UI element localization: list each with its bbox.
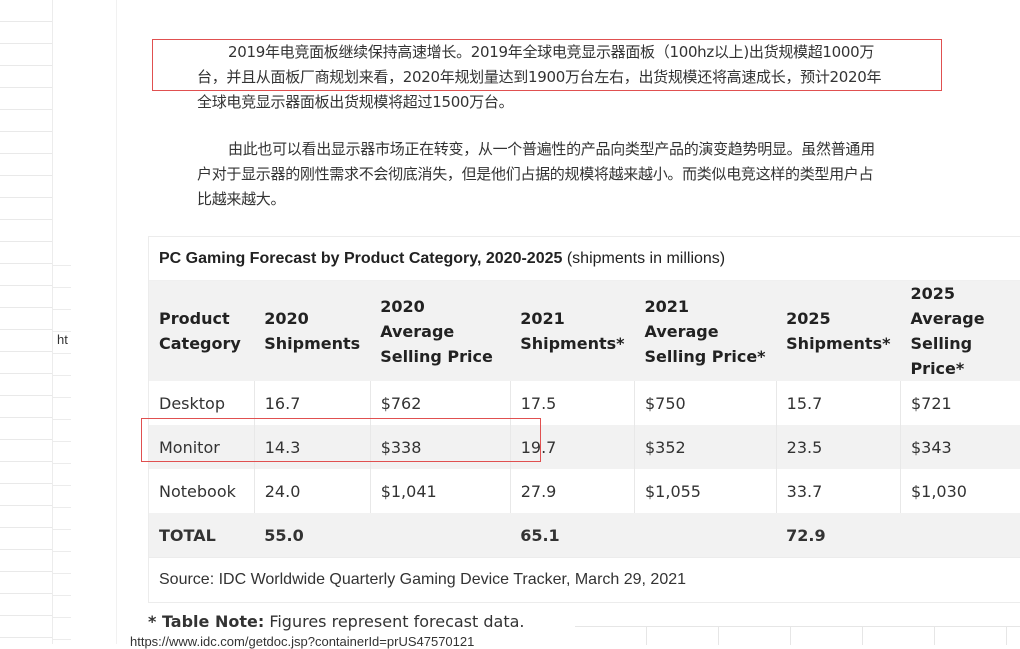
- header-2025-shipments: 2025 Shipments*: [776, 281, 901, 381]
- table-note-label: * Table Note:: [148, 612, 265, 631]
- spreadsheet-grid-column: [53, 244, 71, 644]
- article-paragraph-1: 2019年电竞面板继续保持高速增长。2019年全球电竞显示器面板（100hz以上…: [197, 43, 882, 111]
- table-cell: Desktop: [149, 381, 255, 425]
- header-product-category: Product Category: [149, 281, 255, 381]
- table-cell: $750: [634, 381, 777, 425]
- header-2021-asp: 2021 Average Selling Price*: [634, 281, 777, 381]
- table-cell: 16.7: [254, 381, 371, 425]
- table-title: PC Gaming Forecast by Product Category, …: [149, 237, 1020, 281]
- table-cell: 15.7: [776, 381, 901, 425]
- source-url[interactable]: https://www.idc.com/getdoc.jsp?container…: [128, 634, 477, 649]
- spreadsheet-column-line-2: [116, 0, 117, 644]
- article-paragraph-2: 由此也可以看出显示器市场正在转变，从一个普遍性的产品向类型产品的演变趋势明显。虽…: [197, 140, 875, 208]
- table-row-notebook: Notebook 24.0 $1,041 27.9 $1,055 33.7 $1…: [149, 469, 1020, 513]
- table-cell: 17.5: [510, 381, 636, 425]
- header-2020-asp: 2020 Average Selling Price: [370, 281, 511, 381]
- table-cell: 24.0: [254, 469, 371, 513]
- table-cell: $338: [370, 425, 511, 469]
- table-note: * Table Note: Figures represent forecast…: [148, 612, 524, 631]
- table-cell: Monitor: [149, 425, 255, 469]
- forecast-table-container: PC Gaming Forecast by Product Category, …: [148, 236, 1020, 603]
- table-cell: $1,030: [910, 481, 967, 501]
- forecast-table: Product Category 2020 Shipments 2020 Ave…: [149, 281, 1020, 557]
- table-cell: [900, 513, 1020, 557]
- table-cell: 72.9: [776, 513, 901, 557]
- header-2025-asp: 2025 Average Selling Price*: [900, 281, 1020, 381]
- table-cell: $762: [370, 381, 511, 425]
- table-cell: [634, 513, 777, 557]
- spreadsheet-cell-text[interactable]: ht: [57, 332, 68, 347]
- table-row-total: TOTAL 55.0 65.1 72.9: [149, 513, 1020, 557]
- table-row-monitor: Monitor 14.3 $338 19.7 $352 23.5 $343: [149, 425, 1020, 469]
- table-cell: Notebook: [149, 469, 255, 513]
- table-cell: $352: [634, 425, 777, 469]
- table-cell: 27.9: [510, 469, 636, 513]
- table-source: Source: IDC Worldwide Quarterly Gaming D…: [149, 557, 1020, 602]
- table-title-units: (shipments in millions): [562, 250, 726, 267]
- spreadsheet-column-line: [52, 0, 53, 644]
- table-cell: 33.7: [776, 469, 901, 513]
- table-cell: 19.7: [510, 425, 636, 469]
- header-2021-shipments: 2021 Shipments*: [510, 281, 635, 381]
- table-cell: [370, 513, 511, 557]
- spreadsheet-grid-bottom: [575, 626, 1020, 645]
- table-cell: $721: [910, 393, 952, 413]
- table-cell: $343: [900, 425, 1020, 469]
- table-title-main: PC Gaming Forecast by Product Category, …: [159, 250, 563, 267]
- table-cell: TOTAL: [149, 513, 255, 557]
- table-row-desktop: Desktop 16.7 $762 17.5 $750 15.7 $721: [149, 381, 1020, 425]
- table-cell: $1,055: [634, 469, 777, 513]
- header-2020-shipments: 2020 Shipments: [254, 281, 371, 381]
- table-cell: 23.5: [776, 425, 901, 469]
- table-cell: 14.3: [254, 425, 371, 469]
- table-cell: 55.0: [254, 513, 371, 557]
- table-cell: 65.1: [510, 513, 635, 557]
- table-header-row: Product Category 2020 Shipments 2020 Ave…: [149, 281, 1020, 381]
- table-note-text: Figures represent forecast data.: [264, 612, 525, 631]
- table-cell: $1,041: [370, 469, 511, 513]
- spreadsheet-grid-left: [0, 0, 52, 644]
